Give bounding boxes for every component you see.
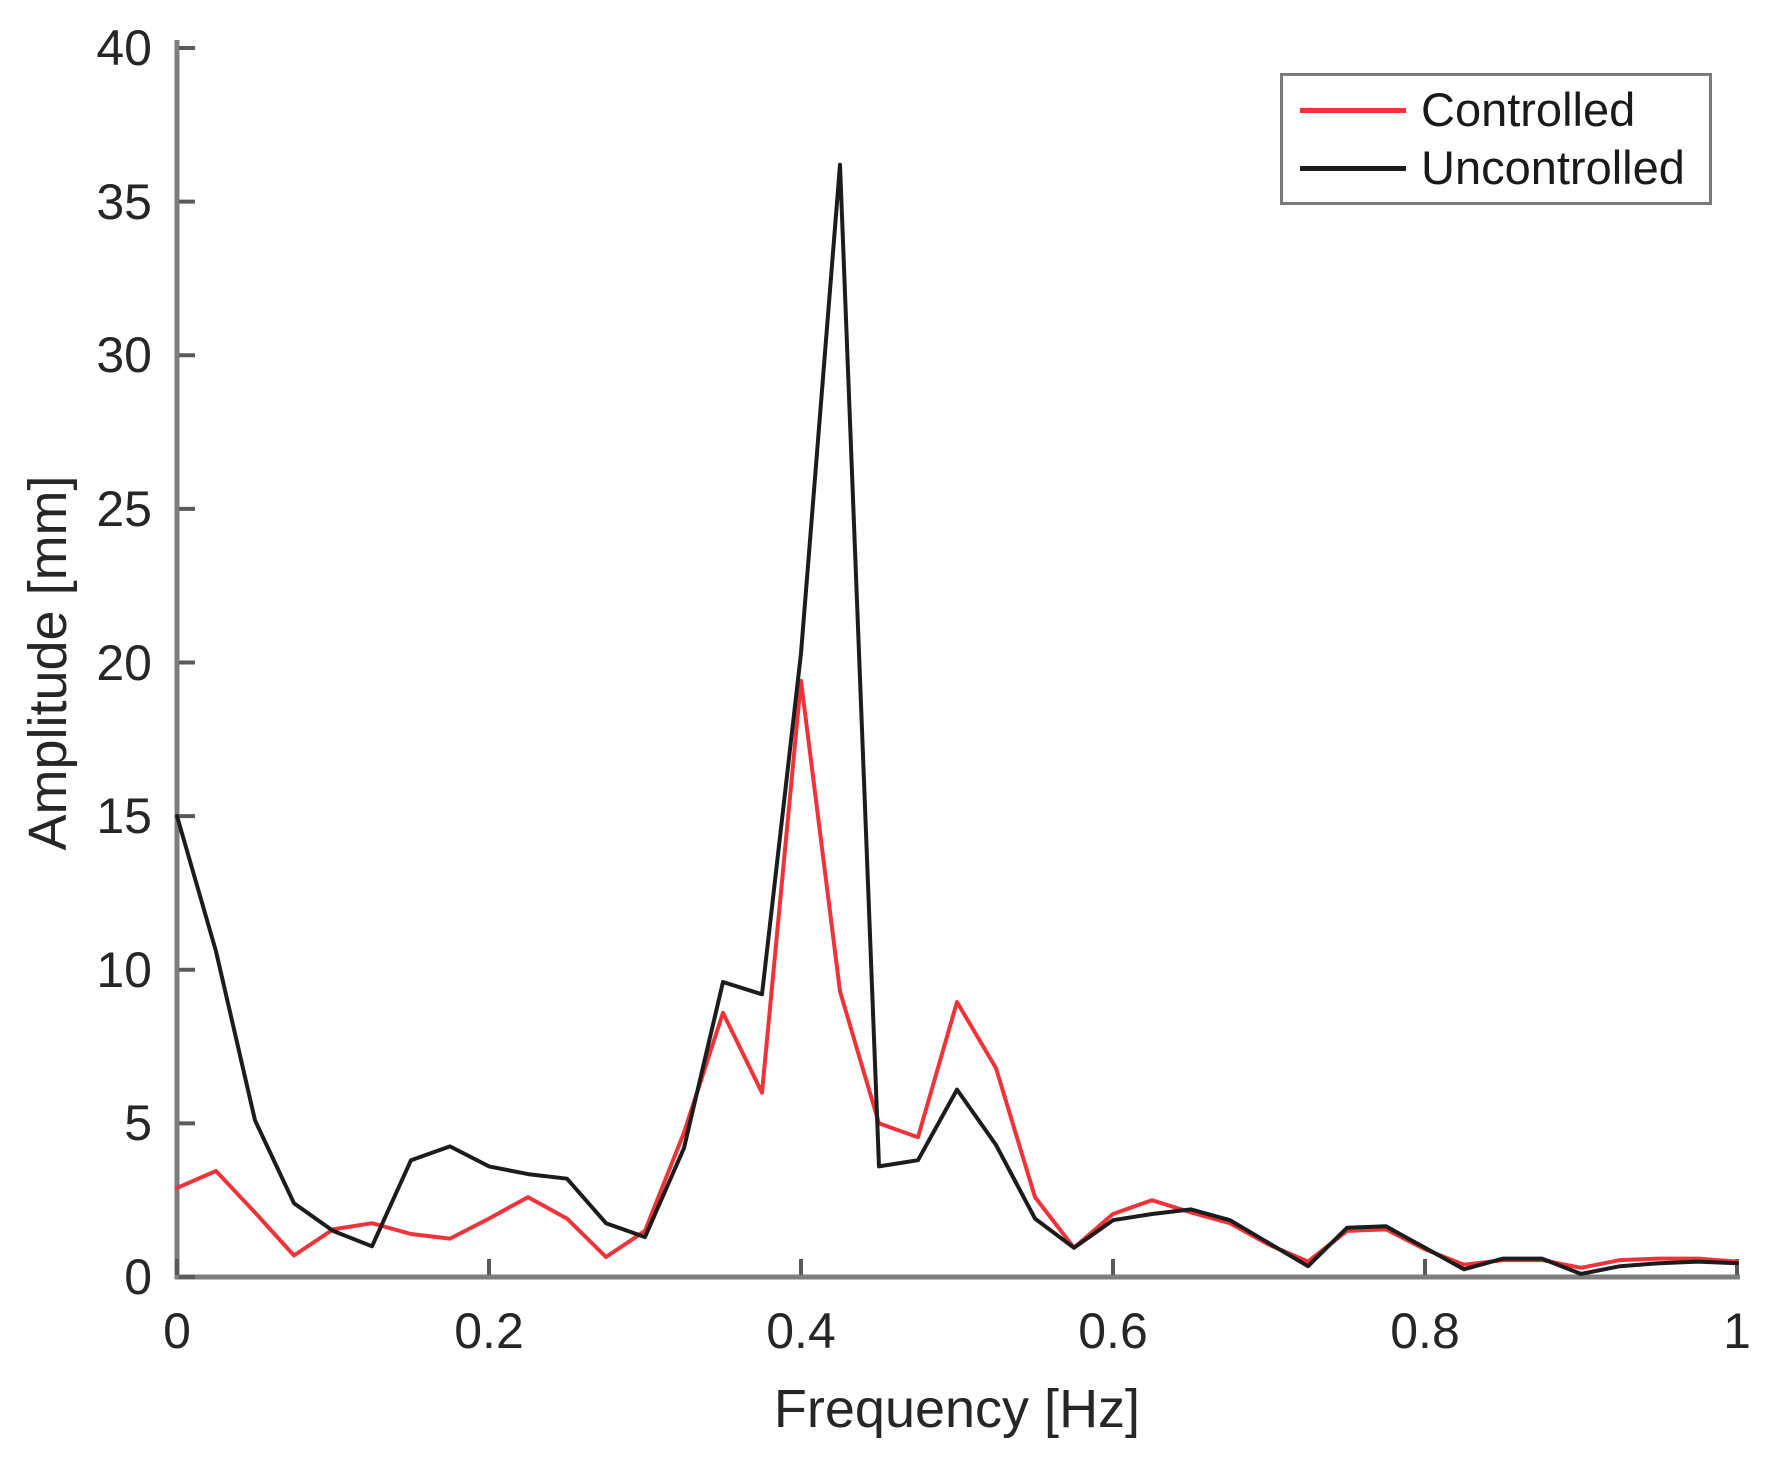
legend-box: Controlled Uncontrolled — [1280, 73, 1712, 205]
y-axis-label: Amplitude [mm] — [18, 474, 78, 851]
axes-spines — [174, 40, 1740, 1280]
y-tick-label: 40 — [96, 20, 152, 76]
x-tick-label: 0.6 — [1078, 1303, 1148, 1359]
legend-label-uncontrolled: Uncontrolled — [1421, 141, 1685, 194]
series-line-controlled — [175, 678, 1739, 1270]
y-tick-label: 20 — [96, 634, 152, 691]
x-tick-label: 0.4 — [766, 1303, 836, 1359]
legend-entry-uncontrolled: Uncontrolled — [1283, 141, 1709, 194]
y-tick-label: 25 — [96, 480, 152, 537]
legend-entry-controlled: Controlled — [1283, 83, 1709, 136]
axes-ticks — [175, 46, 1739, 1279]
legend-label-controlled: Controlled — [1421, 83, 1636, 136]
x-tick-label: 0 — [163, 1303, 191, 1359]
x-tick-label: 1 — [1723, 1303, 1751, 1359]
uncontrolled-line-swatch — [1300, 165, 1406, 171]
y-tick-label: 10 — [96, 941, 152, 998]
y-tick-label: 35 — [96, 173, 152, 230]
series-line-uncontrolled — [175, 162, 1739, 1276]
y-tick-label: 0 — [124, 1249, 152, 1305]
y-tick-label: 5 — [124, 1095, 152, 1152]
y-tick-label: 15 — [96, 788, 152, 845]
y-tick-label: 30 — [96, 327, 152, 384]
controlled-line-swatch — [1300, 107, 1406, 113]
x-tick-label: 0.8 — [1390, 1303, 1460, 1359]
data-curves — [175, 162, 1739, 1276]
x-tick-label: 0.2 — [454, 1303, 524, 1359]
x-axis-label: Frequency [Hz] — [773, 1379, 1141, 1439]
